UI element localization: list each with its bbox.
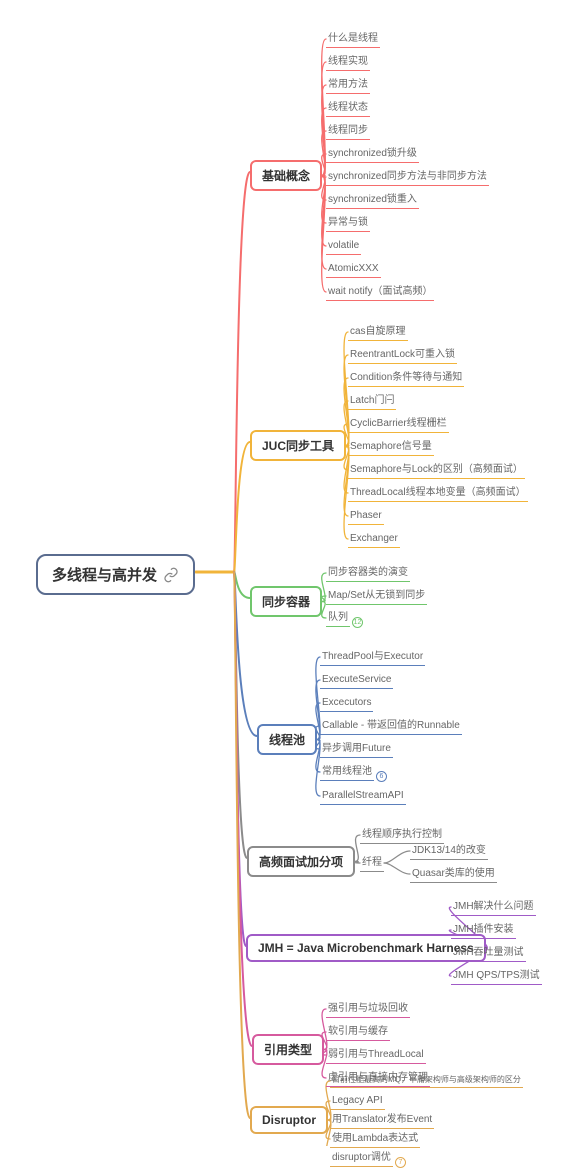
- leaf-node[interactable]: 软引用与缓存: [326, 1025, 390, 1041]
- leaf-node[interactable]: ThreadLocal线程本地变量（高频面试）: [348, 486, 528, 502]
- leaf-node[interactable]: JMH插件安装: [451, 923, 516, 939]
- leaf-node[interactable]: 常用线程池: [320, 765, 374, 781]
- branch-label: JMH = Java Microbenchmark Harness: [258, 941, 474, 955]
- leaf-node[interactable]: ThreadPool与Executor: [320, 650, 425, 666]
- leaf-node[interactable]: wait notify（面试高频）: [326, 285, 434, 301]
- leaf-node[interactable]: cas自旋原理: [348, 325, 408, 341]
- branch-label: 线程池: [269, 733, 305, 747]
- leaf-node[interactable]: 纤程: [360, 856, 384, 872]
- leaf-node[interactable]: JMH QPS/TPS测试: [451, 969, 542, 985]
- leaf-node[interactable]: 异常与锁: [326, 216, 370, 232]
- branch-label: JUC同步工具: [262, 439, 334, 453]
- leaf-node[interactable]: Latch门闩: [348, 394, 396, 410]
- leaf-node[interactable]: ExecuteService: [320, 673, 393, 689]
- leaf-node[interactable]: Excecutors: [320, 696, 373, 712]
- leaf-node[interactable]: 同步容器类的演变: [326, 566, 410, 582]
- leaf-node[interactable]: Condition条件等待与通知: [348, 371, 464, 387]
- count-badge: 6: [376, 771, 387, 782]
- root-label: 多线程与高并发: [52, 564, 157, 585]
- leaf-node[interactable]: volatile: [326, 239, 361, 255]
- leaf-node[interactable]: Legacy API: [330, 1094, 385, 1110]
- leaf-node[interactable]: Map/Set从无锁到同步: [326, 589, 427, 605]
- leaf-node[interactable]: 线程实现: [326, 55, 370, 71]
- leaf-node[interactable]: 线程状态: [326, 101, 370, 117]
- leaf-node[interactable]: JMH解决什么问题: [451, 900, 536, 916]
- leaf-node[interactable]: CyclicBarrier线程栅栏: [348, 417, 449, 433]
- branch-node[interactable]: 高频面试加分项: [247, 846, 355, 877]
- leaf-node[interactable]: synchronized同步方法与非同步方法: [326, 170, 489, 186]
- leaf-node[interactable]: 目前性能最高的MQ，平庸架构师与高级架构师的区分: [330, 1074, 523, 1088]
- branch-node[interactable]: Disruptor: [250, 1106, 328, 1134]
- leaf-node[interactable]: synchronized锁重入: [326, 193, 419, 209]
- leaf-node[interactable]: 常用方法: [326, 78, 370, 94]
- branch-node[interactable]: 线程池: [257, 724, 317, 755]
- leaf-node[interactable]: 用Translator发布Event: [330, 1113, 434, 1129]
- leaf-node[interactable]: 异步调用Future: [320, 742, 393, 758]
- leaf-node[interactable]: Semaphore与Lock的区别（高频面试）: [348, 463, 525, 479]
- link-icon: [163, 567, 179, 583]
- leaf-node[interactable]: synchronized锁升级: [326, 147, 419, 163]
- leaf-node[interactable]: 弱引用与ThreadLocal: [326, 1048, 426, 1064]
- leaf-node[interactable]: AtomicXXX: [326, 262, 381, 278]
- leaf-node[interactable]: 线程顺序执行控制: [360, 828, 444, 844]
- branch-label: 基础概念: [262, 169, 310, 183]
- leaf-node[interactable]: 线程同步: [326, 124, 370, 140]
- leaf-node[interactable]: Quasar类库的使用: [410, 867, 497, 883]
- root-node[interactable]: 多线程与高并发: [36, 554, 195, 595]
- branch-label: Disruptor: [262, 1113, 316, 1127]
- leaf-node[interactable]: JMH吞吐量测试: [451, 946, 526, 962]
- branch-node[interactable]: JUC同步工具: [250, 430, 346, 461]
- leaf-node[interactable]: disruptor调优: [330, 1151, 393, 1167]
- leaf-node[interactable]: Callable - 带返回值的Runnable: [320, 719, 462, 735]
- branch-node[interactable]: 引用类型: [252, 1034, 324, 1065]
- branch-label: 同步容器: [262, 595, 310, 609]
- leaf-node[interactable]: 什么是线程: [326, 32, 380, 48]
- leaf-node[interactable]: JDK13/14的改变: [410, 844, 488, 860]
- branch-node[interactable]: JMH = Java Microbenchmark Harness: [246, 934, 486, 962]
- leaf-node[interactable]: Semaphore信号量: [348, 440, 434, 456]
- branch-label: 高频面试加分项: [259, 855, 343, 869]
- leaf-node[interactable]: 强引用与垃圾回收: [326, 1002, 410, 1018]
- leaf-node[interactable]: ReentrantLock可重入锁: [348, 348, 457, 364]
- leaf-node[interactable]: Exchanger: [348, 532, 400, 548]
- leaf-node[interactable]: Phaser: [348, 509, 384, 525]
- branch-label: 引用类型: [264, 1043, 312, 1057]
- leaf-node[interactable]: 队列: [326, 611, 350, 627]
- count-badge: 7: [395, 1157, 406, 1168]
- count-badge: 12: [352, 617, 363, 628]
- branch-node[interactable]: 基础概念: [250, 160, 322, 191]
- leaf-node[interactable]: ParallelStreamAPI: [320, 789, 406, 805]
- branch-node[interactable]: 同步容器: [250, 586, 322, 617]
